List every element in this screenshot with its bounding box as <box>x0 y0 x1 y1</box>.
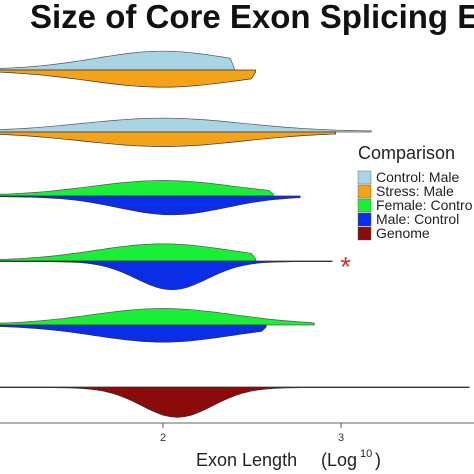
legend-label: Stress: Male <box>376 183 454 199</box>
violin-half-top-control-male <box>0 50 235 71</box>
violin-half-top-control-male <box>0 117 372 133</box>
x-axis-unit-close: ) <box>375 450 381 470</box>
x-tick-label: 2 <box>160 432 166 444</box>
legend-swatch <box>357 170 372 185</box>
violin-half-bottom-male-control <box>0 260 333 291</box>
violin-half-bottom-stress-male <box>0 131 337 147</box>
significance-marker: * <box>340 251 351 282</box>
legend-swatch <box>357 184 372 199</box>
legend-title: Comparison <box>358 143 455 163</box>
violin-layer: * <box>0 50 470 418</box>
violin-row-2 <box>0 117 372 147</box>
violin-half-top-female-contro <box>0 243 256 262</box>
violin-half-bottom-male-control <box>0 324 267 343</box>
violin-row-5 <box>0 308 315 343</box>
violin-half-top-female-contro <box>0 308 315 326</box>
legend-swatch <box>357 198 372 213</box>
x-axis-unit-superscript: 10 <box>360 448 372 460</box>
violin-half-bottom-male-control <box>0 195 301 216</box>
violin-half-top-female-contro <box>0 180 274 197</box>
x-tick-label: 3 <box>338 432 344 444</box>
violin-row-1 <box>0 50 256 88</box>
violin-row-4: * <box>0 243 351 291</box>
violin-half-bottom-genome <box>0 386 470 418</box>
x-axis-unit: (Log <box>321 450 357 470</box>
legend-swatch <box>357 212 372 227</box>
violin-half-bottom-stress-male <box>0 69 256 88</box>
x-axis-title: Exon Length <box>196 450 297 470</box>
violin-row-6 <box>0 386 470 418</box>
legend-label: Female: Contro <box>376 197 473 213</box>
legend-label: Male: Control <box>376 211 459 227</box>
violin-row-3 <box>0 180 301 216</box>
chart-title: Size of Core Exon Splicing E <box>30 0 474 35</box>
legend-label: Control: Male <box>376 169 459 185</box>
legend-swatch <box>357 226 372 241</box>
legend-label: Genome <box>376 225 430 241</box>
